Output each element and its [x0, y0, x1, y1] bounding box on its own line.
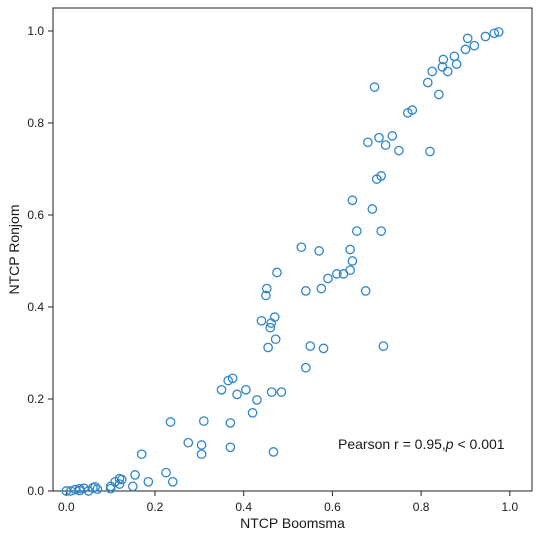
data-point — [332, 269, 342, 279]
data-point — [269, 312, 280, 322]
data-point — [347, 195, 358, 206]
data-point — [232, 389, 242, 400]
data-point — [363, 137, 373, 148]
x-tick-label: 0.6 — [324, 500, 341, 514]
plot-frame — [52, 7, 533, 492]
data-point — [261, 290, 271, 301]
data-point — [374, 132, 384, 143]
data-point — [70, 484, 81, 495]
data-point — [127, 481, 138, 492]
data-point — [296, 242, 307, 253]
data-point — [394, 145, 404, 156]
data-point — [216, 384, 227, 395]
pearson-annotation: Pearson r = 0.95,p < 0.001 — [338, 436, 505, 452]
data-point — [369, 82, 380, 92]
data-point — [276, 387, 287, 397]
data-point — [345, 265, 356, 276]
data-point — [460, 44, 471, 55]
data-point — [130, 470, 140, 480]
y-tick-label: 0.2 — [27, 392, 44, 406]
x-tick-label: 1.0 — [501, 500, 518, 514]
data-point — [241, 384, 251, 395]
x-tick-label: 0.8 — [413, 500, 430, 514]
data-point — [387, 131, 398, 141]
data-point — [367, 204, 378, 214]
data-point — [92, 484, 103, 495]
data-point — [261, 283, 272, 294]
data-point — [422, 77, 433, 88]
annotation-suffix: < 0.001 — [453, 436, 505, 452]
x-axis-label: NTCP Boomsma — [240, 515, 345, 531]
data-point — [136, 449, 147, 460]
data-point — [265, 322, 276, 333]
data-point — [143, 476, 154, 487]
data-point — [196, 449, 207, 460]
data-point — [380, 140, 391, 150]
data-point — [114, 479, 125, 489]
data-point — [469, 40, 480, 51]
data-point — [360, 286, 371, 296]
data-point — [425, 146, 435, 157]
data-point — [161, 467, 171, 478]
data-point — [378, 341, 389, 351]
data-point — [183, 437, 194, 448]
data-point — [268, 447, 279, 457]
annotation-prefix: Pearson r = 0.95, — [338, 436, 446, 452]
data-point — [272, 267, 282, 278]
data-point — [462, 33, 473, 44]
data-point — [351, 226, 362, 236]
data-point — [407, 105, 418, 115]
data-point — [316, 283, 327, 294]
data-point — [438, 54, 449, 65]
y-axis-label: NTCP Ronjom — [6, 205, 22, 295]
data-point — [449, 51, 460, 62]
y-tick-label: 0.0 — [27, 484, 44, 498]
data-point — [90, 482, 100, 492]
x-tick-label: 0.0 — [58, 500, 75, 514]
data-point — [480, 31, 491, 42]
data-point — [165, 417, 176, 427]
data-point — [347, 256, 358, 266]
data-point — [225, 418, 236, 428]
y-tick-label: 0.8 — [27, 116, 44, 130]
data-point — [256, 315, 267, 326]
data-point — [270, 334, 281, 345]
data-point — [489, 28, 500, 39]
x-tick-label: 0.4 — [235, 500, 252, 514]
annotation-p-symbol: p — [445, 436, 454, 452]
data-point — [266, 387, 277, 397]
data-point — [225, 442, 236, 453]
y-tick-label: 1.0 — [27, 24, 44, 38]
data-point — [318, 343, 329, 354]
data-point — [376, 226, 387, 236]
data-point — [196, 440, 207, 450]
data-point — [61, 486, 72, 496]
data-point — [434, 89, 444, 100]
data-point — [247, 407, 258, 418]
x-tick-label: 0.2 — [147, 500, 164, 514]
data-point — [376, 171, 387, 181]
data-point — [314, 246, 324, 256]
data-point — [305, 341, 316, 351]
data-point — [345, 244, 356, 255]
y-tick-label: 0.6 — [27, 208, 44, 222]
data-point — [442, 66, 453, 77]
data-point — [198, 416, 209, 426]
data-point — [427, 66, 438, 77]
data-point — [167, 476, 178, 487]
data-point — [105, 483, 116, 494]
data-point — [300, 286, 311, 296]
data-point — [300, 362, 311, 373]
data-point — [116, 474, 127, 485]
data-point — [493, 27, 504, 37]
y-tick-label: 0.4 — [27, 300, 44, 314]
data-point — [227, 373, 238, 384]
data-point — [451, 59, 462, 69]
data-point — [263, 342, 273, 353]
data-point — [252, 395, 262, 405]
data-point — [323, 273, 333, 284]
